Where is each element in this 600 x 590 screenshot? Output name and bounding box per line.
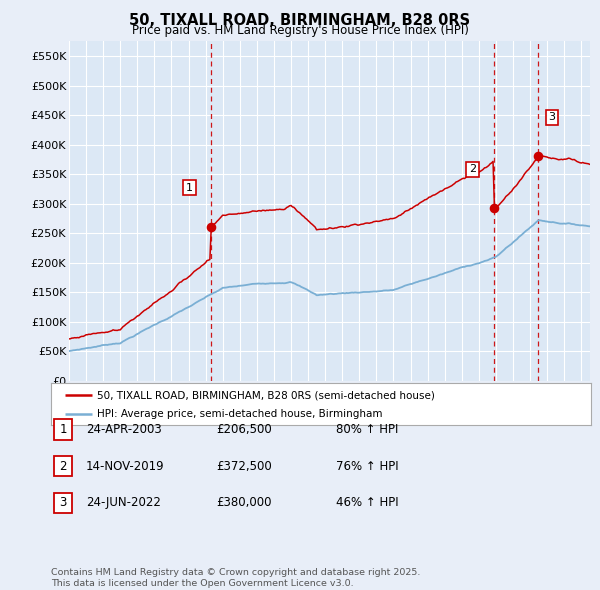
Text: 24-APR-2003: 24-APR-2003 [86, 423, 161, 436]
Text: 3: 3 [548, 113, 556, 123]
Text: 50, TIXALL ROAD, BIRMINGHAM, B28 0RS: 50, TIXALL ROAD, BIRMINGHAM, B28 0RS [130, 13, 470, 28]
Point [489, 204, 499, 213]
Text: 50, TIXALL ROAD, BIRMINGHAM, B28 0RS (semi-detached house): 50, TIXALL ROAD, BIRMINGHAM, B28 0RS (se… [97, 390, 435, 400]
Text: 76% ↑ HPI: 76% ↑ HPI [336, 460, 398, 473]
Text: Price paid vs. HM Land Registry's House Price Index (HPI): Price paid vs. HM Land Registry's House … [131, 24, 469, 37]
Text: £380,000: £380,000 [216, 496, 271, 509]
Text: 3: 3 [59, 496, 67, 509]
Text: 2: 2 [59, 460, 67, 473]
Text: 1: 1 [186, 183, 193, 193]
Text: 14-NOV-2019: 14-NOV-2019 [86, 460, 164, 473]
Text: 1: 1 [59, 423, 67, 436]
Text: 46% ↑ HPI: 46% ↑ HPI [336, 496, 398, 509]
Text: £372,500: £372,500 [216, 460, 272, 473]
Text: Contains HM Land Registry data © Crown copyright and database right 2025.
This d: Contains HM Land Registry data © Crown c… [51, 568, 421, 588]
Text: 24-JUN-2022: 24-JUN-2022 [86, 496, 161, 509]
Point [533, 152, 543, 161]
Text: 80% ↑ HPI: 80% ↑ HPI [336, 423, 398, 436]
Text: 2: 2 [469, 165, 476, 175]
Text: £206,500: £206,500 [216, 423, 272, 436]
Text: HPI: Average price, semi-detached house, Birmingham: HPI: Average price, semi-detached house,… [97, 409, 382, 419]
Point [206, 222, 215, 231]
